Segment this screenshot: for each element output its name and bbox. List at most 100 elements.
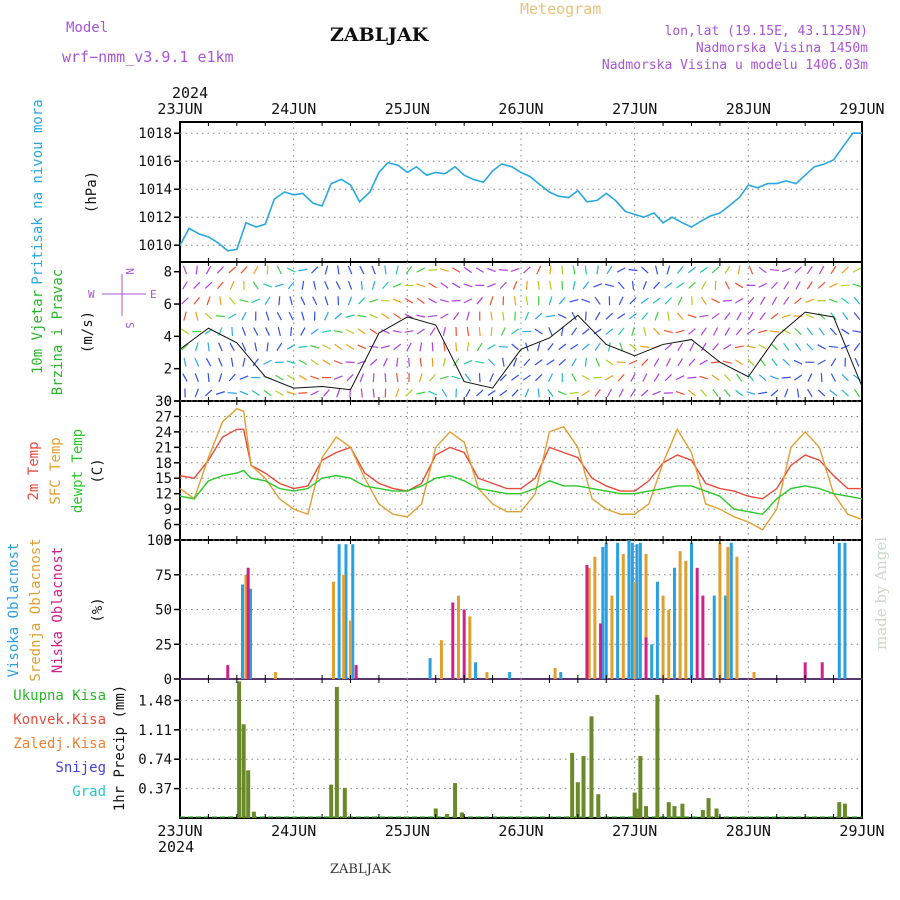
wind-arrow (475, 360, 485, 364)
wind-arrow (759, 358, 766, 367)
wind-arrow (324, 281, 329, 290)
wind-arrow (275, 374, 284, 381)
wind-arrow (439, 298, 449, 303)
wind-arrow (487, 389, 496, 397)
wind-arrow (606, 265, 613, 275)
cloud-bar (585, 565, 589, 679)
wind-arrow (380, 299, 390, 302)
wind-arrow (263, 283, 272, 288)
wind-arrow (581, 374, 591, 381)
model-elevation: Nadmorska Visina u modelu 1406.03m (601, 58, 868, 73)
date-label-bottom: 28JUN (726, 822, 771, 840)
cloud-bar (349, 620, 352, 679)
wind-arrow (181, 297, 189, 305)
wind-arrow (737, 265, 741, 275)
cloud-bar (638, 542, 642, 679)
wind-arrow (371, 280, 376, 290)
wind-arrow (428, 314, 438, 318)
wind-arrow (490, 326, 493, 337)
wind-arrow (711, 266, 720, 274)
precip-legend-2: Zaledj.Kisa (13, 736, 106, 752)
wind-arrow (783, 281, 790, 290)
wind-arrow (384, 373, 387, 383)
wind-arrow (369, 313, 378, 319)
wind-arrow (793, 374, 803, 381)
cloud-bar (644, 637, 648, 679)
wind-arrow (487, 267, 496, 273)
wind-arrow (817, 359, 826, 365)
precip-bar (644, 806, 649, 818)
wind-arrow (852, 283, 862, 288)
wind-arrow (513, 357, 518, 367)
wind-arrow (416, 328, 425, 335)
wind-arrow (537, 280, 540, 290)
wind-arrow (404, 297, 414, 304)
wind-arrow (404, 313, 414, 319)
wind-arrow (675, 390, 685, 396)
wind-arrow (252, 358, 259, 367)
cloud-bar (599, 623, 603, 679)
wind-arrow (794, 297, 802, 305)
wind-arrow (266, 342, 269, 352)
precip-y-tick-label: 1.48 (138, 693, 172, 709)
wind-arrow (535, 374, 543, 382)
wind-axis-subtitle: Brzina i Pravac (50, 269, 66, 395)
wind-arrow (853, 296, 861, 305)
wind-arrow (207, 373, 210, 383)
wind-arrow (289, 296, 293, 306)
wind-arrow (336, 388, 341, 398)
wind-arrow (345, 361, 355, 364)
cloud-bar (635, 544, 639, 679)
wind-arrow (265, 311, 270, 321)
wind-arrow (829, 389, 838, 397)
wind-arrow (333, 330, 343, 333)
wind-arrow (429, 373, 436, 382)
wind-arrow (451, 282, 461, 289)
wind-arrow (770, 281, 779, 290)
wind-arrow (628, 268, 638, 272)
wind-arrow (195, 265, 198, 275)
wind-arrow (806, 388, 813, 398)
cloud-bar (508, 672, 512, 679)
wind-arrow (228, 296, 236, 305)
wind-arrow (581, 390, 590, 396)
wind-arrow (360, 388, 363, 398)
precip-bar (666, 802, 671, 818)
wind-arrow (724, 281, 730, 290)
wind-arrow (664, 297, 672, 305)
wind-arrow (547, 389, 554, 397)
wind-arrow (380, 345, 390, 349)
wind-arrow (298, 374, 308, 381)
compass-south: S (123, 322, 136, 329)
wind-arrow (451, 299, 461, 302)
wind-arrow (321, 330, 332, 333)
date-label-bottom: 23JUN (157, 822, 202, 840)
wind-arrow (253, 327, 259, 336)
wind-arrow (545, 314, 556, 318)
cloud-bar (690, 542, 693, 679)
wind-arrow (323, 389, 330, 397)
wind-arrow (204, 281, 213, 289)
temperature-y-tick-label: 6 (164, 518, 172, 534)
cloud-bar (735, 556, 739, 679)
wind-arrow (561, 280, 564, 290)
cloud-y-tick-label: 75 (155, 568, 172, 584)
cloud-bar (724, 595, 728, 679)
cloud-bar (468, 616, 472, 679)
temperature-y-tick-label: 15 (155, 471, 172, 487)
wind-arrow (711, 374, 720, 381)
wind-arrow (605, 328, 614, 335)
precip-legend-0: Ukupna Kisa (13, 688, 106, 704)
wind-arrow (688, 266, 696, 274)
wind-arrow (360, 280, 363, 290)
wind-arrow (322, 359, 331, 366)
precip-bar (445, 814, 450, 818)
wind-arrow (572, 280, 576, 290)
wind-arrow (852, 267, 862, 273)
wind-arrow (854, 388, 860, 398)
wind-arrow (405, 266, 413, 274)
cloud-bar (241, 584, 245, 679)
wind-arrow (324, 311, 329, 321)
date-label-top: 27JUN (612, 100, 657, 118)
